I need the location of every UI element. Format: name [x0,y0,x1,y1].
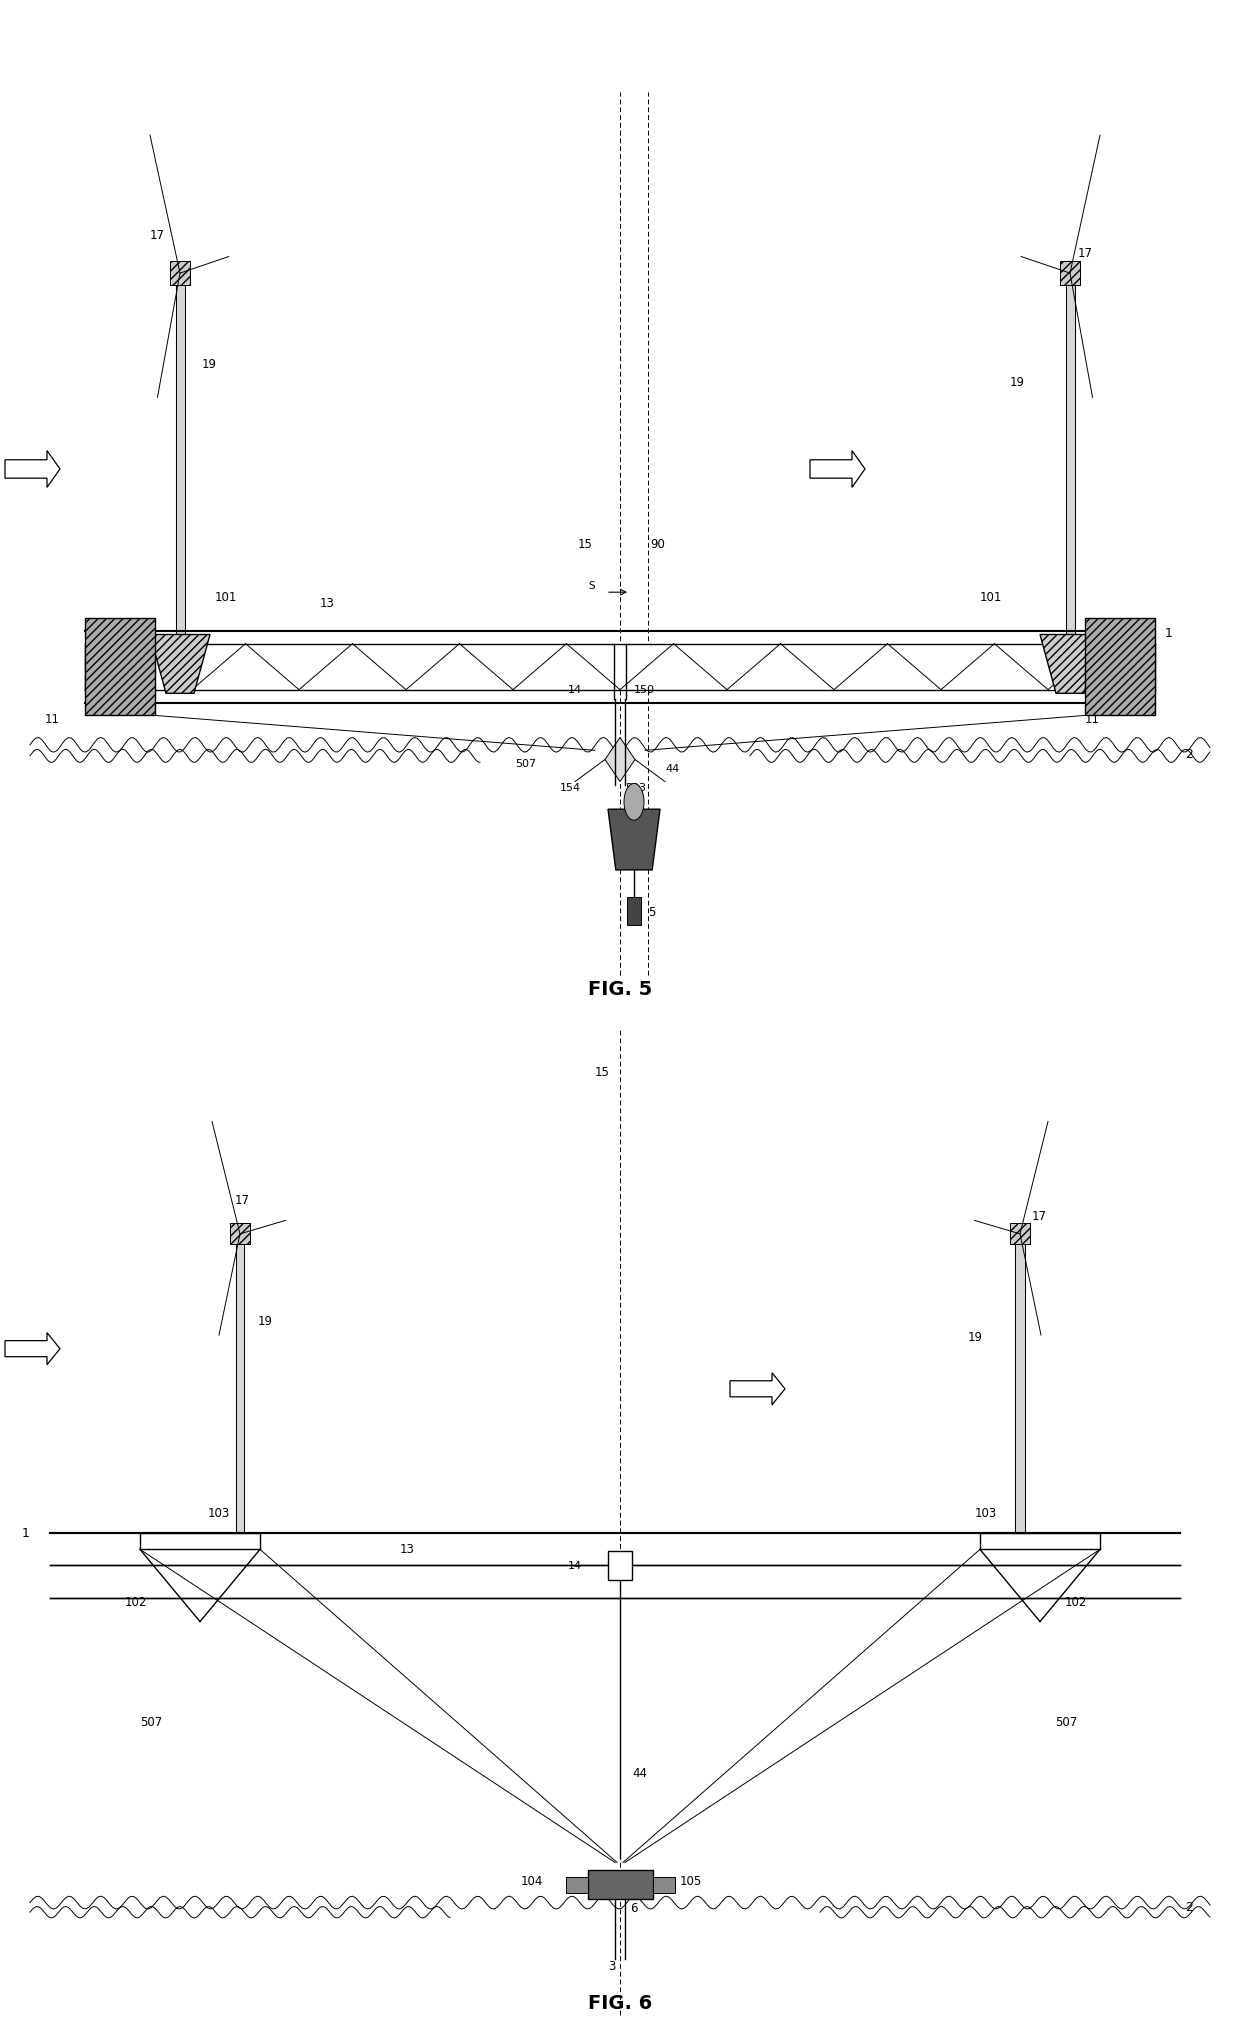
Polygon shape [86,617,155,716]
Text: 507: 507 [1055,1716,1078,1730]
Text: 14: 14 [568,1560,582,1570]
Text: 103: 103 [208,1507,231,1519]
Bar [1011,1224,1030,1244]
Text: 17: 17 [1078,247,1092,261]
Text: 44: 44 [632,1768,647,1780]
Text: 15: 15 [595,1066,610,1078]
Text: 3: 3 [608,1960,615,1972]
Text: 154: 154 [560,783,582,793]
Text: 101: 101 [980,591,1002,605]
Text: 17: 17 [150,229,165,243]
Text: 5: 5 [649,906,656,918]
Bar [1060,261,1080,285]
FancyArrow shape [730,1374,785,1404]
FancyArrow shape [5,1333,60,1366]
Text: 44: 44 [665,765,680,775]
Polygon shape [1040,635,1100,694]
Text: S: S [588,581,595,591]
Text: 2: 2 [1185,1902,1193,1914]
Text: 13: 13 [320,597,335,609]
Bar [170,261,190,285]
Polygon shape [588,1871,652,1900]
Bar [170,261,190,285]
Bar [608,1552,632,1580]
Text: 101: 101 [215,591,237,605]
Text: 19: 19 [258,1315,273,1327]
Polygon shape [565,1877,588,1894]
Polygon shape [608,809,660,870]
Bar [229,1224,250,1244]
Circle shape [624,783,644,819]
Text: 15: 15 [578,538,593,550]
Text: 2: 2 [1185,749,1193,761]
Text: 102: 102 [1065,1596,1087,1608]
Text: 503: 503 [625,783,646,793]
Text: 1: 1 [22,1527,30,1540]
Polygon shape [605,738,635,781]
Text: 19: 19 [968,1331,983,1343]
Text: 13: 13 [401,1544,415,1556]
Text: FIG. 6: FIG. 6 [588,1995,652,2013]
Text: FIG. 5: FIG. 5 [588,979,652,999]
Bar [229,1224,250,1244]
Text: 11: 11 [1085,712,1100,726]
Polygon shape [86,643,1154,690]
Text: 507: 507 [515,759,536,769]
Text: 105: 105 [680,1875,702,1887]
Text: 150: 150 [634,686,655,696]
Bar [1060,261,1080,285]
Bar [1011,1224,1030,1244]
Text: 19: 19 [1011,376,1025,388]
Text: 14: 14 [568,686,582,696]
Polygon shape [1085,617,1154,716]
Text: 507: 507 [140,1716,162,1730]
Text: 104: 104 [521,1875,543,1887]
FancyArrow shape [5,451,60,488]
FancyArrow shape [810,451,866,488]
Text: 1: 1 [1166,627,1173,639]
Bar [627,898,641,925]
Text: 90: 90 [650,538,665,550]
Text: 102: 102 [125,1596,148,1608]
Polygon shape [652,1877,675,1894]
Polygon shape [150,635,210,694]
Text: 6: 6 [630,1902,637,1916]
Text: 17: 17 [1032,1210,1047,1224]
Text: 103: 103 [975,1507,997,1519]
Text: 19: 19 [202,358,217,370]
Text: 17: 17 [236,1194,250,1208]
Text: 11: 11 [45,712,60,726]
